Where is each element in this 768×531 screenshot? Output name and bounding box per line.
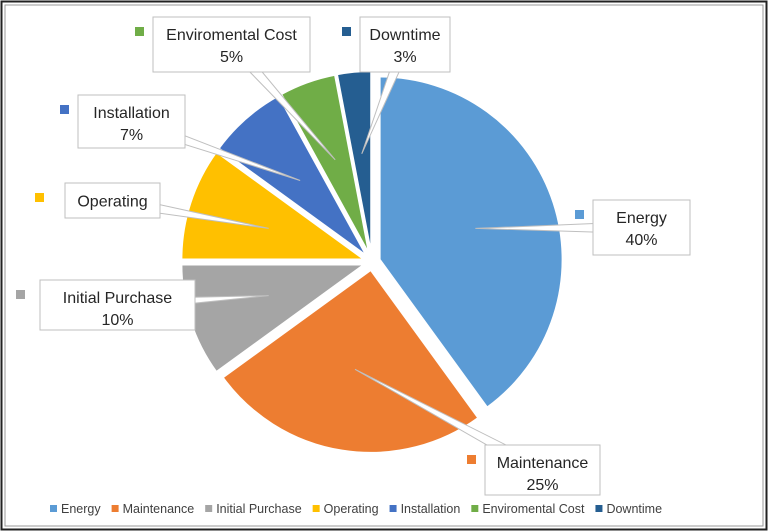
legend-item-operating: Operating [324,502,379,516]
legend-item-enviromental-cost: Enviromental Cost [482,502,585,516]
legend-marker-maintenance [111,505,119,512]
legend-marker-downtime [595,505,603,512]
data-label-maintenance: 25% [526,477,558,494]
slice-maintenance [221,268,480,454]
legend-item-downtime: Downtime [606,502,662,516]
callout-marker-initial-purchase [16,290,25,299]
callout-category-enviromental-cost: Enviromental Cost [166,27,297,44]
data-label-energy: 40% [625,232,657,249]
callout-box-maintenance [484,444,601,496]
callout-category-initial-purchase: Initial Purchase [63,290,172,307]
legend-marker-initial-purchase [205,505,213,512]
legend-marker-enviromental-cost [471,505,479,512]
callout-category-downtime: Downtime [369,27,440,44]
data-label-downtime: 3% [393,49,416,66]
callout-box-enviromental-cost [152,16,311,73]
callout-marker-operating [35,193,44,202]
data-label-enviromental-cost: 5% [220,49,243,66]
callout-category-operating: Operating [77,194,147,211]
legend-marker-installation [389,505,397,512]
callout-box-operating [64,182,161,219]
callout-marker-downtime [342,27,351,36]
data-label-installation: 7% [120,127,143,144]
callout-marker-enviromental-cost [135,27,144,36]
legend-marker-energy [50,505,57,512]
callout-box-energy [592,199,691,256]
legend-item-maintenance: Maintenance [123,502,195,516]
legend-item-installation: Installation [401,502,461,516]
callout-box-installation [77,94,186,149]
callout-category-maintenance: Maintenance [497,455,589,472]
legend-marker-operating [312,505,320,512]
slice-energy [378,75,564,409]
legend-item-initial-purchase: Initial Purchase [216,502,302,516]
callout-category-energy: Energy [616,210,667,227]
callout-box-downtime [359,16,451,73]
data-label-initial-purchase: 10% [101,312,133,329]
callout-category-installation: Installation [93,105,170,122]
callout-box-initial-purchase [39,279,196,331]
legend-item-energy: Energy [61,502,101,516]
callout-marker-energy [575,210,584,219]
callout-marker-maintenance [467,455,476,464]
slice-operating [180,150,368,261]
callout-marker-installation [60,105,69,114]
